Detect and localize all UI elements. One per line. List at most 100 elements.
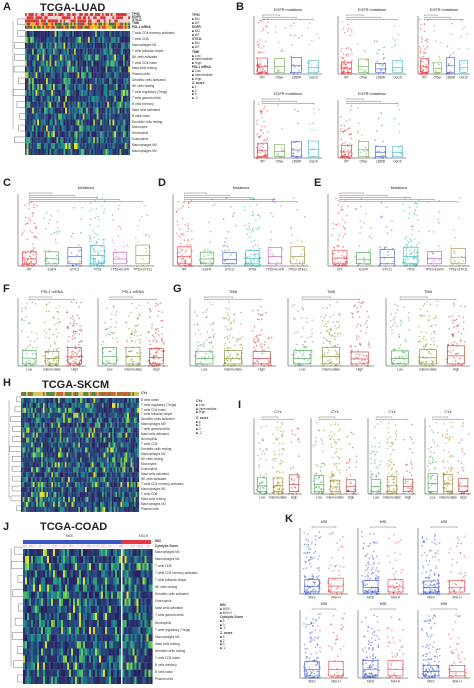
heatmap-cell <box>114 137 117 144</box>
heatmap-cell <box>84 90 87 96</box>
data-point <box>227 265 230 267</box>
heatmap-cell <box>84 95 87 102</box>
data-point <box>341 265 344 267</box>
heatmap-cell <box>29 427 32 433</box>
data-point <box>258 46 260 49</box>
heatmap-cell <box>61 42 64 49</box>
heatmap-cell <box>126 113 129 120</box>
annotation-cell <box>58 22 61 26</box>
data-point <box>339 332 341 335</box>
annotation-cell <box>84 25 87 29</box>
annotation-cell <box>53 22 55 26</box>
heatmap-cell <box>68 66 71 73</box>
data-point <box>263 365 265 367</box>
data-point <box>452 319 454 321</box>
heatmap-cell <box>91 137 94 144</box>
heatmap-cell <box>76 402 79 408</box>
data-point <box>414 201 416 204</box>
data-point <box>376 52 378 55</box>
data-point <box>29 362 31 364</box>
data-point <box>370 237 373 239</box>
data-point <box>343 73 346 75</box>
panel-h-label: H <box>3 377 11 389</box>
heatmap-cell <box>89 95 92 102</box>
heatmap-cell <box>22 398 25 404</box>
data-point <box>363 222 366 224</box>
heatmap-cell <box>53 422 55 428</box>
heatmap-cell <box>103 422 106 428</box>
annotation-cell <box>30 25 33 29</box>
data-point <box>329 359 332 361</box>
heatmap-cell <box>84 113 87 120</box>
data-point <box>261 29 264 32</box>
heatmap-cell <box>109 149 111 155</box>
data-point <box>351 312 353 314</box>
data-point <box>407 317 410 319</box>
heatmap-cell <box>72 78 75 85</box>
data-point <box>244 264 246 266</box>
data-point <box>102 242 105 245</box>
data-point <box>297 150 299 153</box>
heatmap-cell <box>86 131 89 138</box>
heatmap-cell <box>107 137 110 144</box>
data-point <box>277 104 279 106</box>
annotation-cell <box>112 392 114 396</box>
data-point <box>311 328 313 330</box>
data-point <box>357 336 360 338</box>
heatmap-cell <box>33 90 36 96</box>
heatmap-cell <box>72 95 75 102</box>
heatmap-cell <box>114 90 117 96</box>
data-point <box>163 350 166 352</box>
data-point <box>424 52 427 55</box>
data-point <box>399 57 402 60</box>
heatmap-cell <box>133 437 136 443</box>
annotation-cell <box>110 16 113 20</box>
heatmap-cell <box>33 149 36 155</box>
data-point <box>359 151 362 154</box>
annotation-cell <box>114 13 117 16</box>
data-point <box>417 341 419 343</box>
annotation-cell <box>128 13 131 16</box>
heatmap-cell <box>56 107 59 114</box>
data-point <box>240 344 243 346</box>
heatmap-cell <box>85 417 87 423</box>
annotation-cell <box>102 22 104 26</box>
heatmap-cell <box>128 101 131 108</box>
annotation-cell <box>67 16 69 20</box>
heatmap-cell <box>105 84 108 91</box>
heatmap-cell <box>54 72 57 79</box>
data-point <box>374 139 376 141</box>
data-point <box>382 157 384 159</box>
heatmap-cell <box>86 36 89 43</box>
data-point <box>351 72 353 75</box>
heatmap-cell <box>28 66 31 73</box>
heatmap-cell <box>67 48 69 55</box>
data-point <box>66 365 68 367</box>
heatmap-cell <box>84 101 87 108</box>
data-point <box>45 310 47 313</box>
annotation-cell <box>123 19 125 23</box>
data-point <box>422 345 425 348</box>
annotation-cell <box>89 16 92 20</box>
data-point <box>297 364 299 367</box>
heatmap-cell <box>76 412 79 418</box>
data-point <box>125 321 127 324</box>
heatmap-cell <box>37 95 40 102</box>
heatmap-cell <box>112 113 115 120</box>
data-point <box>367 315 369 318</box>
heatmap-cell <box>132 432 135 438</box>
heatmap-cell <box>49 137 52 144</box>
heatmap-cell <box>75 72 78 79</box>
data-point <box>31 265 33 267</box>
heatmap-cell <box>121 84 124 91</box>
heatmap-cell <box>121 54 124 61</box>
heatmap-cell <box>75 113 78 120</box>
data-point <box>91 264 94 266</box>
heatmap-cell <box>26 101 29 108</box>
data-point <box>142 258 144 260</box>
heatmap-cell <box>54 407 57 413</box>
annotation-cell <box>126 25 129 29</box>
data-point <box>73 324 75 327</box>
data-point <box>385 265 387 267</box>
heatmap-cell <box>44 432 47 438</box>
